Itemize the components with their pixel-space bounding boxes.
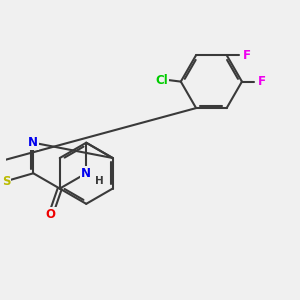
Text: F: F <box>258 75 266 88</box>
Text: H: H <box>95 176 104 186</box>
Text: S: S <box>2 175 10 188</box>
Text: Cl: Cl <box>155 74 168 87</box>
Text: N: N <box>28 136 38 149</box>
Text: F: F <box>243 49 251 62</box>
Text: N: N <box>81 167 91 180</box>
Text: O: O <box>46 208 56 221</box>
